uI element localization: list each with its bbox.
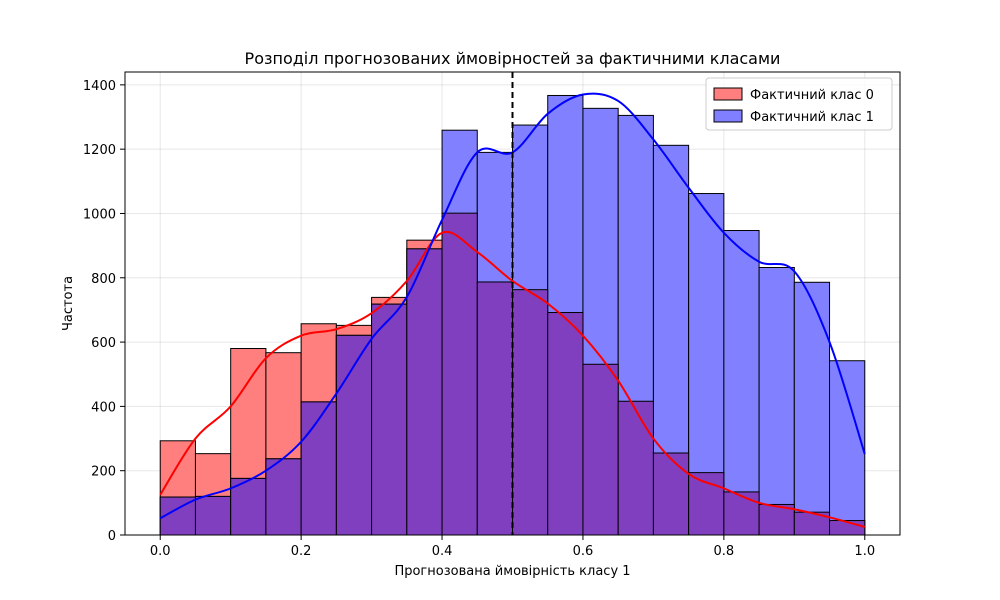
bar-overlap-bin-17 (758, 503, 795, 536)
x-tick-label-0: 0.0 (150, 544, 171, 559)
bar-overlap-bin-16 (723, 491, 760, 536)
y-tick-label-7: 1400 (83, 79, 116, 94)
y-tick-label-3: 600 (91, 336, 116, 351)
x-tick-label-2: 0.4 (432, 544, 453, 559)
legend-swatch-class-1 (713, 109, 743, 123)
bar-overlap-bin-13 (617, 400, 654, 536)
bar-overlap-bin-10 (512, 289, 549, 536)
bar-class-1-bin-16 (723, 230, 760, 536)
kde-curve-class-0 (159, 230, 866, 528)
bar-overlap-bin-6 (371, 303, 408, 536)
legend-label-class-0: Фактичний клас 0 (750, 88, 874, 103)
legend-label-class-1: Фактичний клас 1 (750, 110, 874, 125)
bar-overlap-bin-8 (441, 212, 478, 536)
bar-overlap-bin-12 (582, 363, 619, 536)
y-tick-label-2: 400 (91, 400, 116, 415)
axis-ticks: 0.0 0.2 0.4 0.6 0.8 1.0 0 200 400 600 800 1000 1200 1… (83, 79, 875, 559)
x-tick-label-1: 0.2 (291, 544, 312, 559)
legend-box (705, 77, 893, 131)
bar-overlap-bin-1 (194, 495, 232, 536)
bar-overlap-bin-2 (230, 477, 267, 536)
bar-class-1-bin-17 (758, 266, 795, 536)
bar-overlap-bin-11 (547, 312, 584, 536)
y-tick-label-0: 0 (108, 529, 116, 544)
legend: Фактичний клас 0 Фактичний клас 1 (705, 77, 893, 131)
bar-overlap-bin-7 (406, 248, 443, 536)
x-tick-label-4: 0.8 (714, 544, 735, 559)
bar-class-1-bin-19 (829, 360, 866, 536)
y-axis-label: Частота (61, 276, 76, 331)
y-tick-label-4: 800 (91, 272, 116, 287)
bar-overlap-bin-3 (265, 458, 302, 536)
bar-class-1-bin-18 (793, 281, 831, 536)
bar-overlap-bin-14 (652, 452, 690, 536)
x-tick-label-5: 1.0 (854, 544, 875, 559)
y-tick-label-6: 1200 (83, 143, 116, 158)
x-axis-label: Прогнозована ймовірність класу 1 (394, 564, 630, 579)
x-tick-label-3: 0.6 (573, 544, 594, 559)
y-tick-label-5: 1000 (83, 207, 116, 222)
chart-title: Розподіл прогнозованих ймовірностей за ф… (245, 49, 781, 68)
plot-frame (124, 71, 901, 536)
y-tick-label-1: 200 (91, 465, 116, 480)
bar-overlap-bin-4 (300, 401, 337, 536)
bar-overlap-bin-9 (476, 281, 514, 536)
legend-swatch-class-0 (713, 87, 743, 101)
